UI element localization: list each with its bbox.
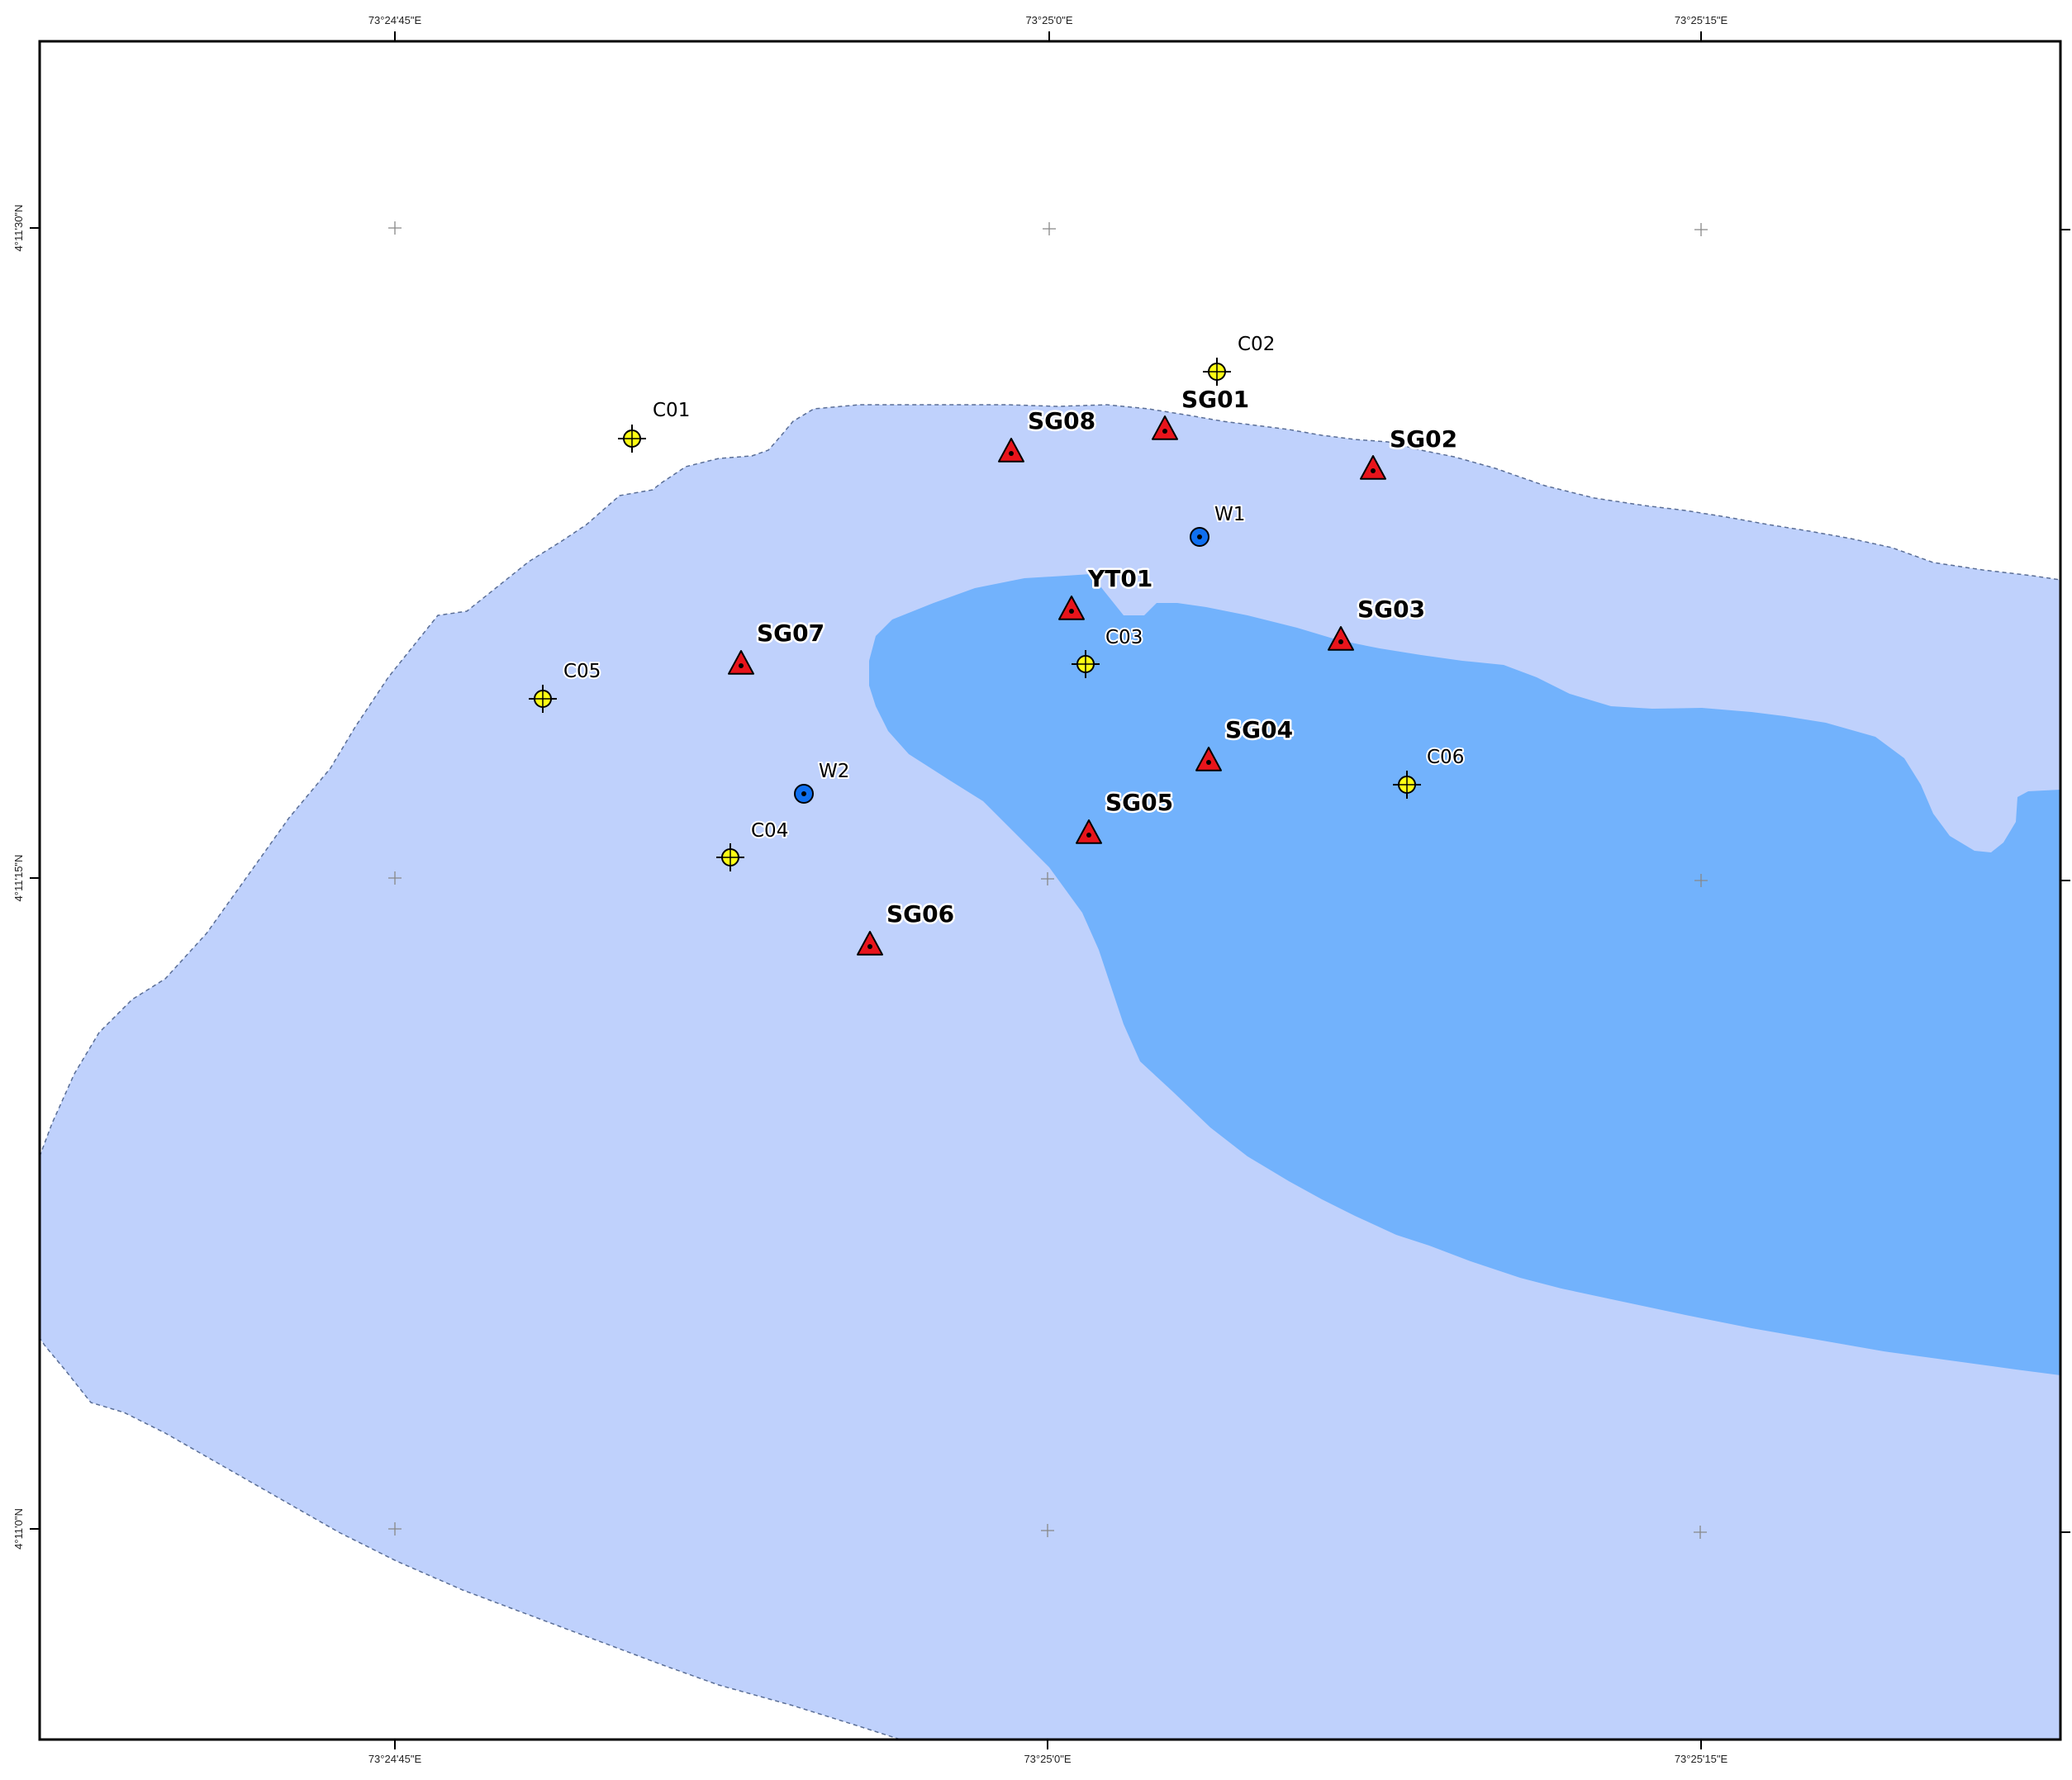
coord-label-top: 73°25'0"E xyxy=(1025,14,1072,26)
coord-label-left: 4°11'0"N xyxy=(12,1508,25,1550)
point-label: SG06 xyxy=(886,900,954,928)
coord-label-left: 4°11'15"N xyxy=(12,855,25,902)
sample-point-sg07[interactable]: SG07 xyxy=(728,618,827,675)
coord-label-left: 4°11'30"N xyxy=(12,205,25,252)
point-label: C04 xyxy=(751,820,788,842)
point-label: SG04 xyxy=(1225,716,1293,743)
frame-ticks xyxy=(30,31,2070,1749)
sample-points-layer: C01 C02 C03 C04 C05 C06 SG01 SG02 SG03 SG04 SG05 SG… xyxy=(529,332,1466,956)
coord-label-bottom: 73°25'15"E xyxy=(1675,1753,1728,1765)
inner-zone xyxy=(869,574,2060,1375)
triangle-center-dot xyxy=(1206,760,1211,765)
point-label: C02 xyxy=(1238,334,1275,355)
point-label: SG05 xyxy=(1105,789,1173,816)
triangle-center-dot xyxy=(867,944,872,949)
sample-point-c04[interactable]: C04 xyxy=(716,819,790,871)
grid-cross xyxy=(1694,874,1708,887)
triangle-icon xyxy=(1058,596,1085,620)
point-label: C06 xyxy=(1427,747,1464,768)
sample-point-sg03[interactable]: SG03 xyxy=(1328,594,1428,651)
triangle-icon xyxy=(1195,747,1222,771)
triangle-center-dot xyxy=(1338,639,1343,644)
triangle-center-dot xyxy=(739,663,744,668)
grid-cross xyxy=(1041,1524,1054,1537)
grid-cross xyxy=(1043,222,1056,235)
triangle-icon xyxy=(1152,415,1178,440)
triangle-icon xyxy=(857,931,883,956)
sample-point-sg02[interactable]: SG02 xyxy=(1360,424,1460,480)
coord-label-top: 73°24'45"E xyxy=(368,14,422,26)
triangle-center-dot xyxy=(1009,451,1014,456)
triangle-center-dot xyxy=(1162,429,1167,434)
sample-point-w1[interactable]: W1 xyxy=(1190,502,1247,547)
point-label: SG02 xyxy=(1390,425,1457,453)
coordinate-labels-top: 73°24'45"E 73°25'0"E 73°25'15"E xyxy=(368,14,1728,26)
point-label: SG01 xyxy=(1181,386,1249,413)
point-label: W1 xyxy=(1214,504,1245,525)
grid-cross xyxy=(1694,1526,1707,1539)
point-label: SG03 xyxy=(1357,596,1425,623)
well-center-dot xyxy=(1197,534,1202,539)
point-label: SG07 xyxy=(757,619,825,647)
coord-label-bottom: 73°25'0"E xyxy=(1024,1753,1071,1765)
triangle-icon xyxy=(1360,455,1386,480)
point-label: YT01 xyxy=(1087,565,1152,592)
point-label: C05 xyxy=(563,661,601,682)
point-label: SG08 xyxy=(1028,407,1095,434)
sample-point-sg01[interactable]: SG01 xyxy=(1152,384,1252,440)
triangle-center-dot xyxy=(1069,609,1074,614)
triangle-icon xyxy=(728,650,754,675)
grid-crosses xyxy=(388,221,1708,1539)
grid-cross xyxy=(388,871,402,885)
coord-label-top: 73°25'15"E xyxy=(1675,14,1728,26)
grid-cross xyxy=(388,221,402,235)
triangle-center-dot xyxy=(1371,468,1376,473)
sample-point-c01[interactable]: C01 xyxy=(618,398,691,453)
point-label: C01 xyxy=(653,400,690,421)
point-label: C03 xyxy=(1105,627,1143,648)
sample-point-c06[interactable]: C06 xyxy=(1393,745,1466,799)
grid-cross xyxy=(1041,872,1054,885)
triangle-center-dot xyxy=(1086,833,1091,838)
triangle-icon xyxy=(1076,819,1102,844)
sample-point-sg08[interactable]: SG08 xyxy=(998,406,1098,463)
sample-point-c05[interactable]: C05 xyxy=(529,659,602,713)
sample-point-c03[interactable]: C03 xyxy=(1072,625,1144,678)
coord-label-bottom: 73°24'45"E xyxy=(368,1753,422,1765)
grid-cross xyxy=(1694,223,1708,236)
coordinate-labels-left: 4°11'30"N 4°11'15"N 4°11'0"N xyxy=(12,205,25,1550)
sample-point-w2[interactable]: W2 xyxy=(794,759,851,804)
well-center-dot xyxy=(801,791,806,796)
sample-point-sg04[interactable]: SG04 xyxy=(1195,714,1295,771)
sample-point-sg06[interactable]: SG06 xyxy=(857,899,957,956)
sample-point-yt01[interactable]: YT01 xyxy=(1058,563,1155,620)
grid-cross xyxy=(388,1522,402,1536)
triangle-icon xyxy=(998,438,1024,463)
coordinate-labels-bottom: 73°24'45"E 73°25'0"E 73°25'15"E xyxy=(368,1753,1728,1765)
triangle-icon xyxy=(1328,626,1354,651)
sample-point-c02[interactable]: C02 xyxy=(1203,332,1276,386)
point-label: W2 xyxy=(819,761,849,782)
sample-point-sg05[interactable]: SG05 xyxy=(1076,787,1176,844)
